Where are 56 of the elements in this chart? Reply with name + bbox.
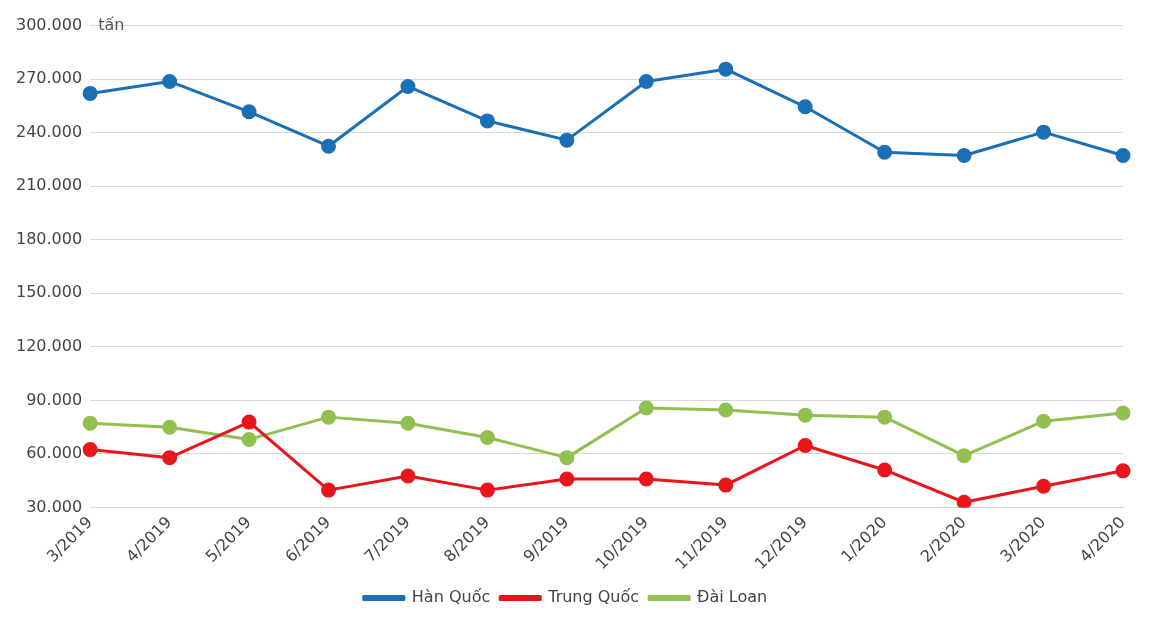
- point: [1115, 148, 1131, 164]
- point: [638, 73, 654, 89]
- point: [321, 138, 337, 154]
- point: [797, 438, 813, 453]
- point: [321, 482, 337, 498]
- point: [1115, 463, 1131, 479]
- point: [162, 450, 178, 466]
- y-tick-label: 150.000: [15, 282, 83, 302]
- y-axis-title: tấn: [98, 14, 125, 34]
- point: [241, 414, 257, 430]
- point: [559, 471, 575, 487]
- point: [400, 78, 416, 94]
- point: [1036, 478, 1052, 494]
- point: [82, 415, 98, 431]
- point: [877, 144, 893, 160]
- point: [956, 148, 972, 164]
- point: [718, 61, 734, 77]
- point: [956, 448, 972, 464]
- legend-label: Hàn Quốc: [411, 587, 491, 607]
- point: [877, 409, 893, 425]
- y-tick-label: 90.000: [26, 389, 83, 409]
- point: [479, 429, 495, 445]
- point: [321, 409, 337, 425]
- point: [400, 468, 416, 484]
- y-tick-label: 120.000: [15, 335, 83, 355]
- point: [241, 104, 257, 120]
- y-tick-label: 60.000: [26, 443, 83, 463]
- y-tick-label: 30.000: [26, 496, 83, 516]
- point: [638, 400, 654, 416]
- point: [1115, 405, 1131, 421]
- point: [956, 494, 972, 508]
- legend-label: Đài Loan: [697, 587, 768, 607]
- y-tick-label: 240.000: [15, 121, 83, 141]
- point: [718, 402, 734, 418]
- point: [162, 73, 178, 89]
- y-tick-label: 300.000: [15, 14, 83, 34]
- point: [82, 85, 98, 101]
- point: [1036, 413, 1052, 429]
- legend-label: Trung Quốc: [547, 587, 640, 607]
- point: [82, 442, 98, 458]
- point: [559, 450, 575, 466]
- point: [479, 482, 495, 498]
- point: [638, 471, 654, 487]
- point: [241, 431, 257, 447]
- point: [797, 407, 813, 423]
- y-tick-label: 180.000: [15, 228, 83, 248]
- point: [162, 419, 178, 435]
- point: [559, 132, 575, 148]
- y-tick-label: 210.000: [15, 175, 83, 195]
- point: [718, 477, 734, 493]
- point: [797, 99, 813, 115]
- point: [479, 113, 495, 129]
- point: [1036, 124, 1052, 140]
- y-tick-label: 270.000: [15, 68, 83, 88]
- point: [877, 462, 893, 478]
- point: [400, 415, 416, 431]
